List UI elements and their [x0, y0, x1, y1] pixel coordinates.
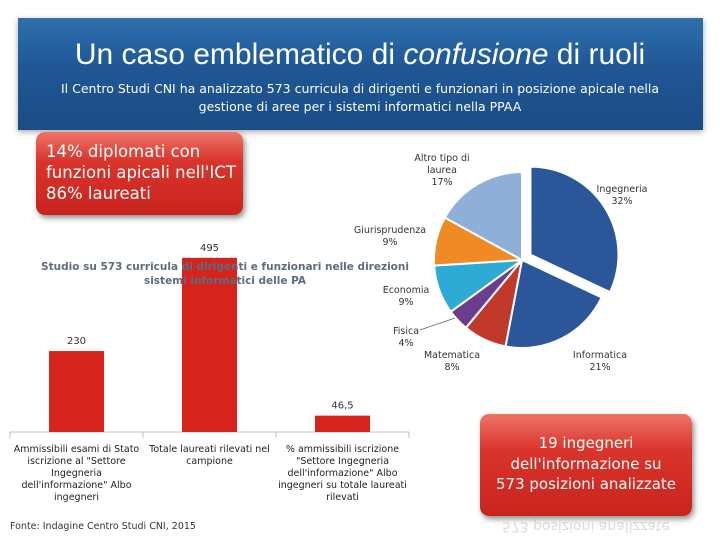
callout-reflection: 573 posizioni analizzate	[501, 518, 670, 534]
pie-label: Informatica 21%	[573, 350, 627, 373]
bar-category-label: % ammissibili iscrizione "Settore Ingegne…	[278, 444, 407, 503]
pie-label: Fisica 4%	[393, 326, 419, 349]
pie-label: Economia 9%	[383, 285, 430, 308]
bar-value-label: 495	[200, 243, 219, 254]
bar-value-label: 46,5	[331, 401, 353, 412]
bar-chart-title: Studio su 573 curricula di dirigenti e f…	[41, 261, 409, 287]
callout-line: 19 ingegneri	[538, 434, 634, 452]
pie-slice-informatica	[504, 258, 603, 349]
source-note: Fonte: Indagine Centro Studi CNI, 2015	[10, 521, 196, 532]
callout-line: 14% diplomati con	[46, 142, 201, 161]
header-banner	[18, 18, 703, 130]
pie-slice-altro-tipo-di-laurea	[443, 170, 523, 262]
bar-chart: 230 Ammissibili esami di Stato iscrizione …	[9, 243, 410, 503]
pie-chart: Ingegneria 32% Informatica 21% Matematica 8%F…	[354, 153, 648, 373]
page-title: Un caso emblematico di confusione di ruo…	[74, 38, 646, 71]
page-subtitle: Il Centro Studi CNI ha analizzato 573 cu…	[60, 81, 660, 114]
bar	[315, 415, 370, 432]
callout-line: funzioni apicali nell'ICT	[46, 163, 236, 182]
bar-category-label: Totale laureati rilevati nel campione	[148, 444, 270, 467]
pie-label: Giurisprudenza 9%	[354, 225, 426, 248]
pie-label: Matematica 8%	[424, 350, 480, 373]
pie-label: Ingegneria 32%	[597, 184, 648, 207]
bar-category-label: Ammissibili esami di Stato iscrizione al …	[14, 444, 140, 503]
bar	[182, 257, 237, 432]
diploma-callout: 14% diplomati con funzioni apicali nell'…	[36, 132, 243, 215]
engineers-callout: 19 ingegneri dell'informazione su 573 po…	[480, 414, 692, 516]
fisica-leader-line	[419, 317, 456, 331]
callout-line: 86% laureati	[46, 184, 151, 203]
bar-value-label: 230	[67, 336, 86, 347]
pie-label: Altro tipo di laurea 17%	[414, 153, 469, 188]
pie-slice-ingegneria	[529, 165, 620, 294]
callout-line: 573 posizioni analizzate	[495, 475, 676, 493]
callout-line: dell'informazione su	[510, 454, 662, 473]
bar	[49, 351, 104, 432]
